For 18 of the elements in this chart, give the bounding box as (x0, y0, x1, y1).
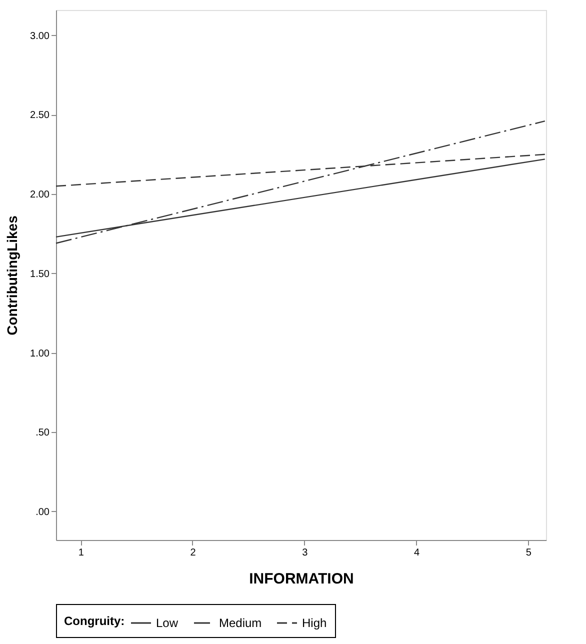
legend-label: Medium (219, 616, 262, 630)
x-tick-label: 5 (526, 548, 532, 558)
y-axis-title: ContributingLikes (4, 215, 20, 336)
y-tick-label: .00 (36, 506, 50, 518)
legend-label: Low (156, 616, 178, 630)
y-tick-label: 3.00 (30, 30, 50, 42)
x-tick-label: 3 (302, 548, 308, 558)
legend-title: Congruity: (64, 614, 125, 628)
y-tick-label: .50 (36, 428, 50, 439)
legend-label: High (302, 616, 327, 630)
y-tick-label: 1.50 (30, 268, 50, 280)
y-tick-label: 1.00 (30, 348, 50, 360)
x-tick-label: 4 (414, 548, 420, 558)
x-tick-label: 2 (190, 548, 196, 558)
x-tick-label: 1 (78, 548, 84, 558)
x-axis-title: INFORMATION (249, 570, 354, 588)
y-tick-label: 2.50 (30, 110, 50, 122)
y-tick-label: 2.00 (30, 190, 50, 201)
